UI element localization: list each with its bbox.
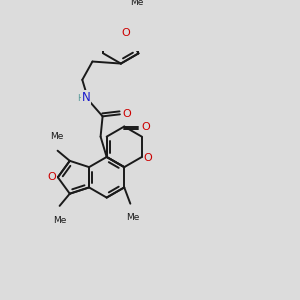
Text: O: O [144, 153, 152, 163]
Text: Me: Me [126, 213, 140, 222]
Text: Me: Me [53, 216, 66, 225]
Text: O: O [122, 28, 130, 38]
Text: O: O [122, 109, 131, 119]
Text: N: N [82, 91, 90, 104]
Text: Me: Me [130, 0, 143, 7]
Text: H: H [77, 94, 84, 103]
Text: Me: Me [50, 132, 63, 141]
Text: O: O [47, 172, 56, 182]
Text: O: O [141, 122, 150, 131]
